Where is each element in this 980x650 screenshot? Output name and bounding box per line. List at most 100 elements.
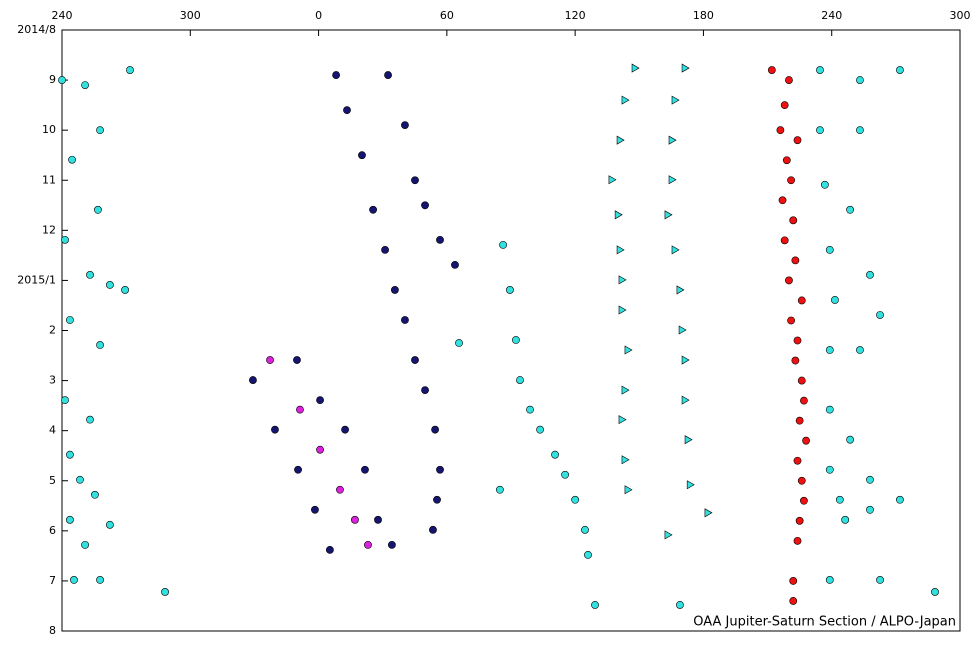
point — [795, 416, 804, 425]
point — [86, 271, 94, 279]
point — [791, 356, 800, 365]
point — [686, 480, 695, 490]
point — [797, 296, 806, 305]
point — [681, 63, 690, 73]
y-tick-label: 12 — [42, 223, 56, 236]
point — [876, 311, 884, 319]
point — [86, 415, 94, 424]
point — [96, 341, 104, 349]
point — [664, 210, 673, 220]
point — [618, 275, 627, 285]
point — [455, 339, 463, 347]
point — [896, 495, 904, 504]
point — [825, 405, 834, 414]
point — [293, 356, 301, 364]
point — [866, 505, 874, 514]
point — [789, 597, 798, 605]
point — [780, 101, 789, 110]
point — [364, 540, 372, 549]
point — [825, 465, 834, 474]
x-tick-label: 240 — [52, 9, 73, 22]
point — [795, 516, 804, 525]
point — [96, 126, 104, 135]
point — [81, 81, 89, 89]
point — [816, 126, 824, 135]
point — [621, 385, 630, 395]
x-tick-label: 0 — [315, 9, 322, 22]
x-tick-label: 120 — [565, 9, 586, 22]
point — [856, 126, 864, 135]
point — [684, 435, 693, 445]
point — [820, 180, 829, 189]
point — [294, 465, 302, 474]
point — [316, 445, 324, 454]
point — [161, 588, 169, 596]
y-tick-label: 2014/8 — [17, 23, 56, 36]
point — [678, 325, 687, 335]
point — [369, 205, 377, 214]
point — [526, 405, 534, 414]
point — [411, 176, 419, 185]
point — [516, 376, 524, 384]
point — [704, 508, 713, 518]
x-tick-label: 180 — [693, 9, 714, 22]
point — [332, 71, 341, 79]
point — [767, 66, 776, 74]
y-tick-label: 3 — [49, 374, 56, 387]
point — [800, 496, 808, 505]
point — [896, 66, 904, 74]
point — [793, 536, 802, 545]
point — [618, 305, 627, 315]
point — [105, 520, 114, 529]
point — [436, 465, 444, 474]
point — [793, 336, 802, 345]
point — [676, 285, 685, 295]
point — [671, 245, 680, 255]
point — [401, 316, 409, 324]
point — [785, 276, 793, 285]
point — [429, 525, 437, 534]
point — [793, 456, 802, 465]
point — [61, 396, 69, 405]
point — [789, 577, 798, 585]
credit: OAA Jupiter-Saturn Section / ALPO-Japan — [693, 615, 956, 630]
point — [433, 495, 441, 504]
point — [499, 240, 507, 249]
point — [825, 245, 834, 254]
point — [825, 576, 834, 584]
point — [782, 156, 791, 165]
point — [271, 425, 279, 434]
point — [624, 485, 633, 495]
point — [296, 405, 304, 414]
point — [681, 395, 690, 405]
x-tick-label: 300 — [180, 9, 201, 22]
point — [866, 475, 874, 484]
point — [778, 196, 787, 205]
point — [561, 470, 569, 479]
point — [931, 588, 939, 596]
point — [876, 576, 884, 584]
point — [121, 286, 129, 294]
point — [664, 530, 673, 540]
point — [76, 475, 84, 484]
point — [451, 260, 459, 269]
y-tick-label: 10 — [42, 123, 56, 136]
point — [621, 455, 630, 465]
plot-frame — [61, 29, 961, 632]
point — [825, 346, 834, 354]
x-tick-label: 240 — [821, 9, 842, 22]
point — [311, 505, 319, 514]
point — [512, 336, 520, 344]
y-tick-label: 8 — [49, 624, 56, 637]
y-tick-label: 7 — [49, 574, 56, 587]
point — [401, 121, 409, 130]
point — [776, 126, 785, 135]
point — [787, 176, 795, 185]
point — [800, 396, 808, 405]
point — [616, 245, 625, 255]
point — [631, 63, 640, 73]
point — [249, 376, 257, 384]
point — [421, 201, 429, 210]
point — [831, 296, 839, 304]
